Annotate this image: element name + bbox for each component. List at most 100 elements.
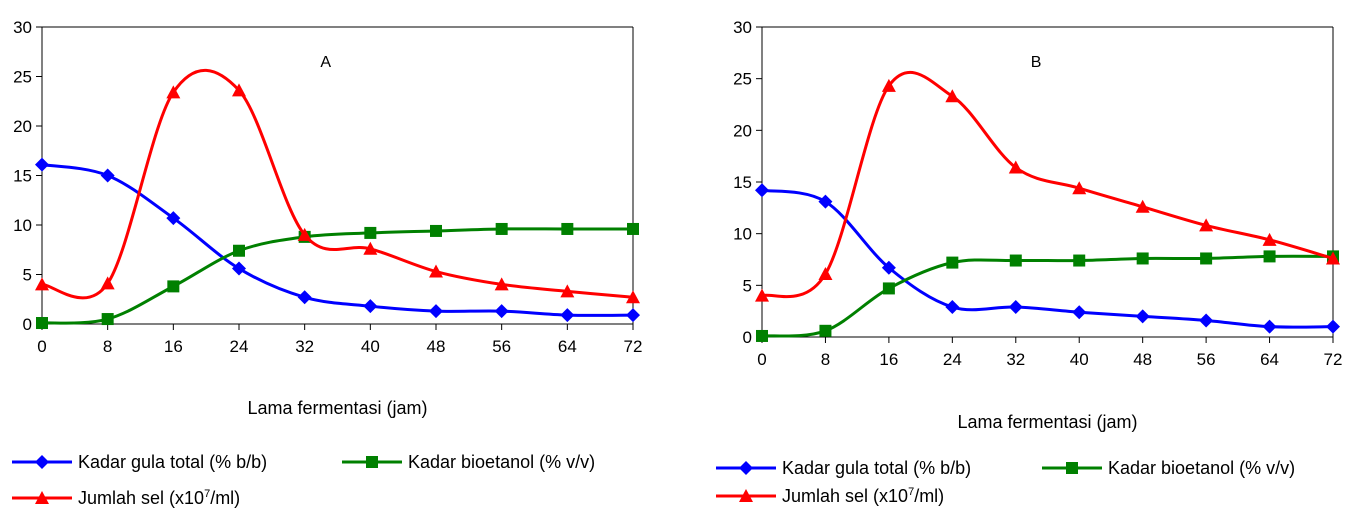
data-point [756,329,768,342]
x-tick-label: 32 [1006,350,1025,369]
legend-swatch-marker [739,489,753,502]
series-points-0 [755,183,1340,334]
x-tick-label: 64 [558,337,577,356]
series-line-1 [761,254,1334,338]
series-line-0 [41,163,634,317]
x-tick-label: 0 [37,337,46,356]
chart-a-svg: 0 5 10 15 20 25 30 0 8 16 24 32 40 48 56 64 72 Lama ferme… [12,18,642,508]
x-tick-label: 24 [943,350,962,369]
x-tick-label: 56 [492,337,511,356]
data-point [755,288,769,302]
legend-item-2: Jumlah sel (x107/ml) [12,488,240,508]
data-point [560,284,575,298]
legend-label: Kadar bioetanol (% v/v) [408,452,595,472]
data-point [881,78,896,92]
legend-swatch-marker [739,461,753,475]
data-point [232,261,246,276]
y-tick-label: 20 [733,121,752,140]
x-tick-label: 48 [1133,350,1152,369]
data-point [819,324,832,337]
data-point [233,244,245,257]
data-point [1262,232,1277,246]
data-point [35,157,49,172]
data-point [363,241,378,255]
data-point [36,317,48,330]
data-point [1072,305,1087,320]
series-points-2 [35,83,640,304]
data-point [166,211,181,226]
data-point [560,308,575,323]
data-point [818,266,833,280]
y-tick-label: 10 [13,216,32,235]
x-axis-label: Lama fermentasi (jam) [247,398,427,418]
data-point [945,89,960,103]
data-point [429,264,443,278]
x-tick-label: 8 [103,337,112,356]
panel-label: A [320,54,331,71]
legend-label: Kadar gula total (% b/b) [78,452,267,472]
data-point [100,168,115,183]
data-point [35,277,49,291]
data-point [297,290,312,305]
x-tick-label: 72 [1324,350,1343,369]
legend-swatch-marker [35,491,49,504]
y-tick-label: 5 [743,276,752,295]
x-tick-label: 48 [427,337,446,356]
y-tick-label: 30 [13,18,32,37]
data-point [1008,300,1023,315]
legend-label: Jumlah sel (x107/ml) [782,486,944,506]
data-point [626,290,640,304]
legend-swatch-marker [366,456,378,468]
data-point [627,222,639,235]
series-line-2 [761,70,1334,299]
x-tick-label: 8 [821,350,830,369]
data-point [818,194,833,209]
x-tick-label: 16 [879,350,898,369]
data-point [363,299,378,314]
y-tick-label: 15 [733,173,752,192]
legend-label: Kadar gula total (% b/b) [782,458,971,478]
data-point [1072,181,1087,195]
data-point [1009,254,1022,267]
x-tick-label: 40 [1070,350,1089,369]
data-point [755,183,769,198]
legend-label: Kadar bioetanol (% v/v) [1108,458,1295,478]
legend-item-2: Jumlah sel (x107/ml) [716,486,944,506]
data-point [1199,313,1214,328]
x-tick-label: 56 [1197,350,1216,369]
data-point [1326,251,1340,265]
data-point [166,85,181,99]
data-point [561,222,574,235]
series-line-0 [761,188,1334,329]
data-point [1136,252,1149,265]
series-line-2 [41,68,634,300]
data-point [1073,254,1086,267]
legend-item-0: Kadar gula total (% b/b) [716,458,971,478]
data-point [1262,319,1277,334]
chart-b: 0 5 10 15 20 25 30 0 8 16 24 32 40 48 56 64 72 Lama ferme… [690,0,1351,510]
data-point [429,304,443,319]
y-tick-label: 25 [13,68,32,87]
y-tick-label: 0 [23,315,32,334]
data-point [494,277,509,291]
x-axis-label: Lama fermentasi (jam) [957,412,1137,432]
chart-b-svg: 0 5 10 15 20 25 30 0 8 16 24 32 40 48 56 64 72 Lama ferme… [716,18,1343,506]
series-points-1 [756,250,1339,342]
data-point [494,304,509,319]
legend-swatch-marker [35,455,49,469]
data-point [1008,160,1023,174]
y-tick-label: 30 [733,18,752,37]
data-point [1135,199,1150,213]
data-point [1263,250,1276,263]
data-point [882,282,895,295]
data-point [945,300,960,315]
data-point [881,260,896,275]
x-tick-label: 40 [361,337,380,356]
data-point [100,276,115,290]
data-point [1326,319,1340,334]
data-point [232,83,246,97]
y-tick-label: 25 [733,70,752,89]
y-tick-label: 15 [13,167,32,186]
data-point [946,256,959,269]
legend-item-1: Kadar bioetanol (% v/v) [342,452,595,472]
